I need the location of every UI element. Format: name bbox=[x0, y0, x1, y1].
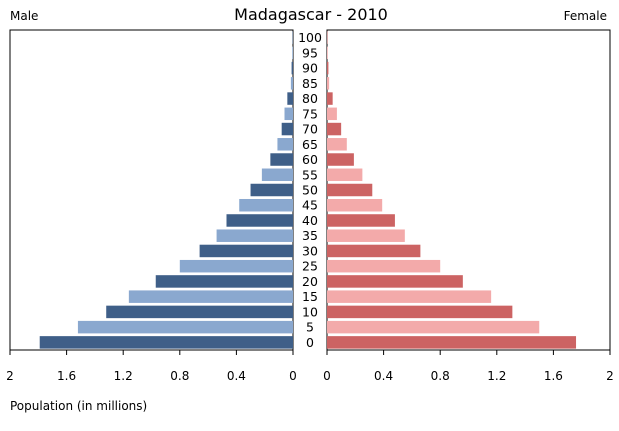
male-label: Male bbox=[10, 9, 38, 23]
female-x-tick-label: 0.8 bbox=[431, 369, 450, 383]
female-bar-age-95 bbox=[327, 46, 328, 60]
age-label-95: 95 bbox=[302, 45, 318, 60]
female-x-tick-label: 0.4 bbox=[374, 369, 393, 383]
female-bar-age-80 bbox=[327, 92, 333, 105]
age-label-40: 40 bbox=[302, 213, 318, 228]
male-bar-age-55 bbox=[261, 168, 293, 182]
age-label-10: 10 bbox=[302, 304, 318, 319]
male-x-tick-label: 0.8 bbox=[170, 369, 189, 383]
male-bar-age-80 bbox=[287, 92, 293, 105]
male-bar-age-15 bbox=[128, 290, 293, 303]
age-label-35: 35 bbox=[302, 228, 318, 243]
female-bar-age-55 bbox=[327, 168, 363, 182]
male-bar-age-25 bbox=[179, 259, 293, 273]
male-bar-age-60 bbox=[270, 153, 293, 166]
male-bar-age-90 bbox=[291, 61, 293, 75]
age-label-100: 100 bbox=[298, 30, 322, 45]
male-bar-age-95 bbox=[292, 46, 293, 60]
age-label-80: 80 bbox=[302, 91, 318, 106]
female-bar-age-45 bbox=[327, 198, 383, 212]
male-x-tick-label: 0 bbox=[289, 369, 297, 383]
female-bar-age-35 bbox=[327, 229, 405, 242]
female-bar-age-5 bbox=[327, 320, 540, 334]
male-bar-age-5 bbox=[77, 320, 293, 334]
male-x-tick-label: 1.2 bbox=[114, 369, 133, 383]
age-label-90: 90 bbox=[302, 61, 318, 76]
male-x-tick-label: 2 bbox=[6, 369, 14, 383]
age-label-70: 70 bbox=[302, 122, 318, 137]
male-x-tick-label: 0.4 bbox=[227, 369, 246, 383]
female-bar-age-60 bbox=[327, 153, 354, 166]
female-bars bbox=[327, 31, 577, 349]
age-label-85: 85 bbox=[302, 76, 318, 91]
age-label-55: 55 bbox=[302, 167, 318, 182]
female-bar-age-90 bbox=[327, 61, 329, 75]
female-bar-age-50 bbox=[327, 183, 373, 197]
male-x-axis: 2 1.6 1.2 0.8 0.4 0 bbox=[6, 350, 297, 383]
age-label-0: 0 bbox=[306, 335, 314, 350]
female-bar-age-10 bbox=[327, 305, 513, 319]
female-bar-age-15 bbox=[327, 290, 492, 303]
male-bar-age-35 bbox=[216, 229, 293, 242]
age-label-5: 5 bbox=[306, 320, 314, 335]
female-bar-age-25 bbox=[327, 259, 441, 273]
female-x-axis: 0 0.4 0.8 1.2 1.6 2 bbox=[323, 350, 614, 383]
male-bar-age-70 bbox=[281, 122, 293, 136]
age-label-15: 15 bbox=[302, 289, 318, 304]
age-label-50: 50 bbox=[302, 183, 318, 198]
age-label-65: 65 bbox=[302, 137, 318, 152]
male-bar-age-0 bbox=[39, 336, 294, 349]
male-bar-age-85 bbox=[290, 77, 293, 90]
female-x-tick-label: 0 bbox=[323, 369, 331, 383]
age-label-20: 20 bbox=[302, 274, 318, 289]
male-bar-age-20 bbox=[155, 275, 293, 288]
female-x-tick-label: 2 bbox=[606, 369, 614, 383]
male-bar-age-45 bbox=[239, 198, 293, 212]
age-label-60: 60 bbox=[302, 152, 318, 167]
male-bar-age-65 bbox=[277, 138, 293, 151]
age-label-45: 45 bbox=[302, 198, 318, 213]
female-x-tick-label: 1.6 bbox=[544, 369, 563, 383]
x-axis-title: Population (in millions) bbox=[10, 399, 147, 413]
female-label: Female bbox=[564, 9, 607, 23]
male-bar-age-30 bbox=[199, 244, 293, 258]
age-label-30: 30 bbox=[302, 243, 318, 258]
female-bar-age-20 bbox=[327, 275, 463, 288]
male-bar-age-10 bbox=[106, 305, 293, 319]
male-bars bbox=[39, 31, 294, 349]
female-bar-age-70 bbox=[327, 122, 342, 136]
male-x-tick-label: 1.6 bbox=[57, 369, 76, 383]
female-x-tick-label: 1.2 bbox=[487, 369, 506, 383]
male-bar-age-75 bbox=[284, 107, 293, 121]
female-bar-age-0 bbox=[327, 336, 577, 349]
female-bar-age-40 bbox=[327, 214, 395, 227]
age-label-25: 25 bbox=[302, 259, 318, 274]
male-bar-age-40 bbox=[226, 214, 293, 227]
female-bar-age-85 bbox=[327, 77, 330, 90]
female-bar-age-65 bbox=[327, 138, 347, 151]
age-labels: 0510152025303540455055606570758085909510… bbox=[298, 30, 322, 350]
male-bar-age-50 bbox=[250, 183, 293, 197]
chart-title: Madagascar - 2010 bbox=[234, 5, 388, 24]
female-bar-age-75 bbox=[327, 107, 337, 121]
age-label-75: 75 bbox=[302, 106, 318, 121]
female-bar-age-30 bbox=[327, 244, 421, 258]
